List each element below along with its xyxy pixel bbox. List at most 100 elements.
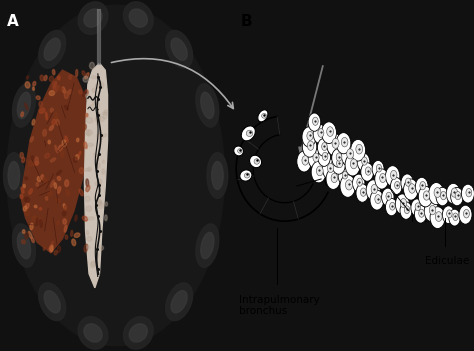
Circle shape bbox=[302, 156, 309, 165]
Ellipse shape bbox=[26, 197, 29, 203]
Ellipse shape bbox=[73, 157, 77, 162]
Ellipse shape bbox=[123, 2, 153, 34]
Circle shape bbox=[322, 143, 327, 151]
Circle shape bbox=[430, 207, 445, 229]
Ellipse shape bbox=[92, 99, 98, 105]
Ellipse shape bbox=[25, 82, 30, 88]
Ellipse shape bbox=[58, 145, 63, 151]
Ellipse shape bbox=[39, 219, 43, 227]
Ellipse shape bbox=[18, 92, 30, 119]
Ellipse shape bbox=[36, 218, 38, 226]
Circle shape bbox=[318, 128, 324, 137]
Ellipse shape bbox=[55, 198, 60, 203]
Circle shape bbox=[419, 186, 433, 207]
Ellipse shape bbox=[96, 158, 99, 161]
Circle shape bbox=[414, 205, 427, 223]
Circle shape bbox=[442, 206, 455, 224]
Ellipse shape bbox=[64, 91, 68, 99]
Ellipse shape bbox=[57, 186, 61, 193]
Circle shape bbox=[429, 205, 436, 215]
Ellipse shape bbox=[8, 161, 19, 190]
Ellipse shape bbox=[88, 130, 90, 136]
Ellipse shape bbox=[240, 170, 252, 181]
Ellipse shape bbox=[49, 91, 55, 95]
Circle shape bbox=[357, 178, 363, 186]
Ellipse shape bbox=[18, 232, 30, 259]
Circle shape bbox=[376, 164, 382, 172]
Circle shape bbox=[391, 178, 402, 194]
Ellipse shape bbox=[53, 82, 56, 89]
Ellipse shape bbox=[83, 77, 89, 82]
Ellipse shape bbox=[49, 76, 54, 82]
Circle shape bbox=[466, 188, 472, 197]
Ellipse shape bbox=[63, 211, 66, 216]
Ellipse shape bbox=[97, 199, 102, 204]
Ellipse shape bbox=[196, 224, 219, 267]
Ellipse shape bbox=[44, 75, 47, 81]
Ellipse shape bbox=[50, 245, 53, 251]
Circle shape bbox=[360, 188, 366, 196]
Ellipse shape bbox=[63, 204, 66, 209]
Ellipse shape bbox=[31, 156, 34, 159]
Ellipse shape bbox=[57, 76, 60, 80]
Circle shape bbox=[434, 187, 441, 198]
Ellipse shape bbox=[96, 102, 100, 108]
Ellipse shape bbox=[129, 324, 147, 342]
Ellipse shape bbox=[85, 130, 89, 135]
Ellipse shape bbox=[12, 84, 36, 127]
Circle shape bbox=[386, 192, 392, 200]
Ellipse shape bbox=[55, 145, 58, 153]
Circle shape bbox=[307, 141, 314, 150]
Ellipse shape bbox=[7, 5, 224, 346]
Ellipse shape bbox=[39, 207, 42, 210]
Circle shape bbox=[311, 161, 326, 183]
Ellipse shape bbox=[36, 183, 38, 186]
Circle shape bbox=[357, 153, 370, 171]
Ellipse shape bbox=[96, 201, 102, 206]
Ellipse shape bbox=[171, 291, 187, 313]
Ellipse shape bbox=[84, 244, 88, 252]
Ellipse shape bbox=[234, 146, 244, 156]
Ellipse shape bbox=[25, 210, 29, 216]
Ellipse shape bbox=[61, 150, 64, 158]
Ellipse shape bbox=[77, 138, 79, 142]
Ellipse shape bbox=[90, 262, 95, 268]
Circle shape bbox=[449, 209, 460, 226]
Ellipse shape bbox=[96, 163, 100, 168]
Circle shape bbox=[313, 153, 319, 162]
Ellipse shape bbox=[95, 84, 100, 88]
Ellipse shape bbox=[68, 90, 71, 94]
Circle shape bbox=[370, 190, 384, 210]
Circle shape bbox=[337, 159, 343, 168]
Text: Niche: Niche bbox=[411, 214, 440, 224]
Circle shape bbox=[409, 184, 415, 193]
Ellipse shape bbox=[48, 140, 50, 144]
Text: Ediculae: Ediculae bbox=[426, 256, 470, 266]
Ellipse shape bbox=[52, 119, 55, 125]
Ellipse shape bbox=[39, 101, 43, 107]
Circle shape bbox=[307, 131, 313, 140]
Circle shape bbox=[371, 184, 377, 194]
Ellipse shape bbox=[25, 177, 28, 180]
Ellipse shape bbox=[89, 105, 96, 109]
Ellipse shape bbox=[33, 81, 36, 86]
Ellipse shape bbox=[21, 112, 24, 117]
Circle shape bbox=[404, 206, 410, 214]
Circle shape bbox=[297, 151, 311, 172]
Circle shape bbox=[350, 159, 357, 169]
Ellipse shape bbox=[64, 225, 67, 232]
Circle shape bbox=[435, 212, 442, 221]
Circle shape bbox=[302, 127, 316, 147]
Ellipse shape bbox=[103, 112, 107, 119]
Circle shape bbox=[326, 168, 340, 190]
Ellipse shape bbox=[79, 168, 83, 173]
Circle shape bbox=[451, 187, 464, 206]
Circle shape bbox=[380, 173, 386, 183]
Ellipse shape bbox=[97, 113, 101, 119]
Ellipse shape bbox=[100, 82, 104, 88]
Circle shape bbox=[321, 122, 337, 144]
Ellipse shape bbox=[56, 170, 62, 175]
Ellipse shape bbox=[84, 9, 102, 27]
Circle shape bbox=[340, 175, 356, 197]
Circle shape bbox=[436, 187, 449, 206]
